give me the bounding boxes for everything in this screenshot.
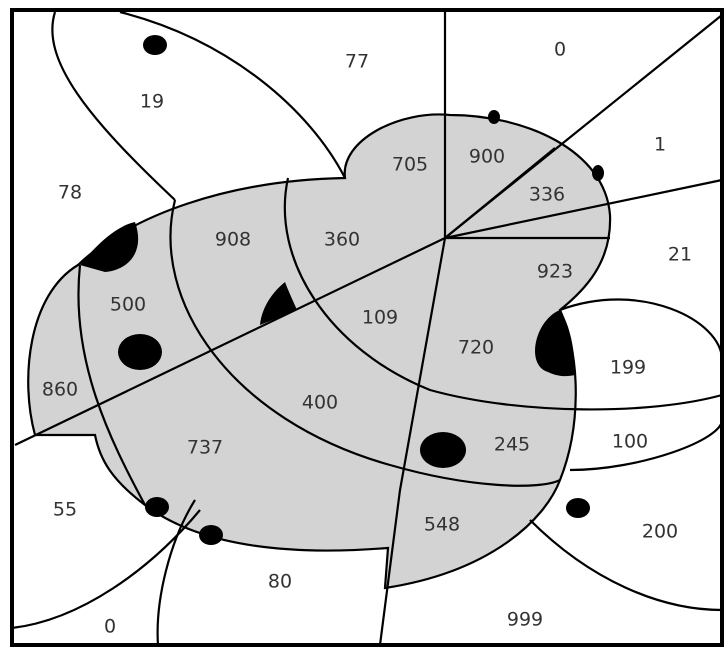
- region-label: 199: [610, 357, 646, 379]
- ladybug-body: [27, 113, 612, 590]
- region-label: 720: [458, 337, 494, 359]
- region-label: 21: [668, 244, 692, 266]
- outline: [529, 519, 723, 612]
- region-label: 100: [612, 431, 648, 453]
- outline: [559, 298, 724, 361]
- outline: [444, 178, 723, 240]
- outline: [444, 147, 556, 239]
- outline: [14, 237, 446, 446]
- region-label: 245: [494, 434, 530, 456]
- dot: [199, 525, 223, 545]
- region-label: 0: [554, 39, 566, 61]
- region-label: 19: [140, 91, 164, 113]
- dot: [488, 110, 500, 124]
- region-label: 360: [324, 229, 360, 251]
- dot: [566, 498, 590, 518]
- region-label: 860: [42, 379, 78, 401]
- region-label: 0: [104, 616, 116, 638]
- outline: [11, 509, 201, 630]
- dot: [260, 282, 297, 325]
- region-label: 336: [529, 184, 565, 206]
- region-label: 1: [654, 134, 666, 156]
- dot: [420, 432, 466, 468]
- dot: [80, 222, 139, 272]
- dot: [145, 497, 169, 517]
- region-label: 109: [362, 307, 398, 329]
- region-label: 908: [215, 229, 251, 251]
- outline: [569, 419, 724, 472]
- outline: [119, 10, 346, 179]
- dot: [535, 310, 575, 377]
- outline: [378, 237, 447, 646]
- region-label: 55: [53, 499, 77, 521]
- dot: [118, 334, 162, 370]
- frame: [10, 8, 724, 647]
- region-label: 500: [110, 294, 146, 316]
- region-label: 923: [537, 261, 573, 283]
- region-label: 80: [268, 571, 292, 593]
- region-label: 737: [187, 437, 223, 459]
- outline: [51, 11, 176, 201]
- region-label: 548: [424, 514, 460, 536]
- region-label: 77: [345, 51, 369, 73]
- region-label: 78: [58, 182, 82, 204]
- region-label: 200: [642, 521, 678, 543]
- dot: [143, 35, 167, 55]
- outline: [77, 264, 146, 506]
- region-label: 900: [469, 146, 505, 168]
- region-label: 400: [302, 392, 338, 414]
- outline: [283, 177, 723, 411]
- dot: [592, 165, 604, 181]
- region-label: 999: [507, 609, 543, 631]
- outline: [169, 199, 561, 487]
- outline: [156, 499, 196, 646]
- region-label: 705: [392, 154, 428, 176]
